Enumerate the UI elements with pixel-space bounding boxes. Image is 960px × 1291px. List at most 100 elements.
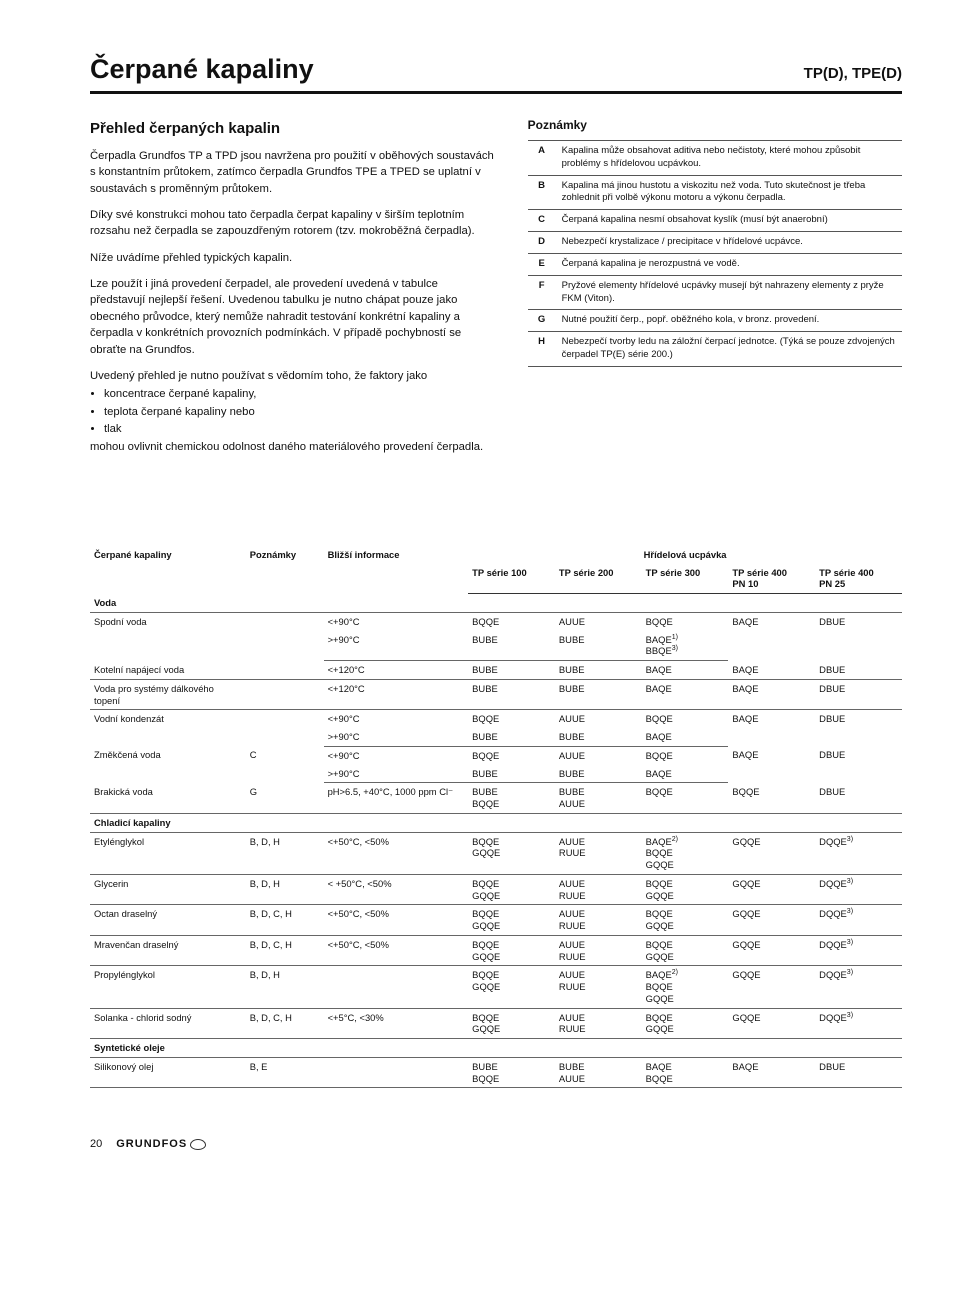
seal-cell: DBUE [815, 710, 902, 747]
seal-cell: BAQE1)BBQE3) [642, 631, 729, 661]
liquid-name: Změkčená voda [90, 746, 246, 783]
seal-cell: BQQE [642, 612, 729, 630]
seal-cell: BQQEGQQE [468, 832, 555, 874]
seal-cell: AUUERUUE [555, 935, 642, 966]
seal-cell: DBUE [815, 1057, 902, 1088]
note-key: E [528, 253, 556, 275]
liquid-info: <+90°C [324, 710, 469, 728]
category-row: Voda [90, 594, 902, 613]
seal-cell: BUBE [468, 661, 555, 680]
liquid-name: Octan draselný [90, 905, 246, 936]
note-text: Čerpaná kapalina je nerozpustná ve vodě. [556, 253, 902, 275]
overview-heading: Přehled čerpaných kapalin [90, 118, 496, 140]
overview-p3: Níže uvádíme přehled typických kapalin. [90, 250, 496, 266]
seal-cell: BUBEBQQE [468, 783, 555, 814]
page-footer: 20 GRUNDFOS [90, 1138, 902, 1150]
seal-cell: DQQE3) [815, 905, 902, 936]
notes-heading: Poznámky [528, 118, 902, 132]
category-row: Syntetické oleje [90, 1039, 902, 1058]
liquid-info: <+120°C [324, 661, 469, 680]
note-text: Čerpaná kapalina nesmí obsahovat kyslík … [556, 210, 902, 232]
th-kapaliny: Čerpané kapaliny [90, 546, 246, 594]
seal-cell: BAQE [728, 612, 815, 660]
seal-cell: GQQE [728, 832, 815, 874]
seal-cell: BQQE [468, 612, 555, 630]
liquid-notes: C [246, 746, 324, 783]
note-text: Nebezpečí krystalizace / precipitace v h… [556, 232, 902, 254]
liquid-notes [246, 661, 324, 680]
seal-cell: DQQE3) [815, 966, 902, 1008]
seal-cell: BUBE [555, 728, 642, 746]
seal-cell: AUUERUUE [555, 832, 642, 874]
liquid-info: <+50°C, <50% [324, 905, 469, 936]
seal-cell: AUUERUUE [555, 905, 642, 936]
th-s300: TP série 300 [642, 564, 729, 594]
seal-cell: DBUE [815, 783, 902, 814]
liquid-info: <+90°C [324, 612, 469, 630]
seal-cell: BQQE [642, 746, 729, 764]
seal-cell: BAQE2)BQQEGQQE [642, 832, 729, 874]
liquid-name: Mravenčan draselný [90, 935, 246, 966]
page-title: Čerpané kapaliny [90, 54, 314, 85]
page-number: 20 [90, 1138, 102, 1150]
seal-cell: BQQE [642, 783, 729, 814]
liquid-notes: B, D, C, H [246, 905, 324, 936]
seal-cell: BQQEGQQE [642, 905, 729, 936]
th-s400-pn25: TP série 400PN 25 [815, 564, 902, 594]
liquid-notes: B, D, H [246, 874, 324, 905]
seal-cell: BAQE [728, 679, 815, 710]
seal-cell: DQQE3) [815, 874, 902, 905]
seal-cell: BAQE [728, 661, 815, 680]
liquid-name: Spodní voda [90, 612, 246, 660]
seal-cell: BUBE [468, 679, 555, 710]
seal-cell: BQQEGQQE [642, 935, 729, 966]
logo-text: GRUNDFOS [116, 1138, 187, 1150]
seal-cell: BAQE [728, 746, 815, 783]
seal-cell: BQQEGQQE [468, 1008, 555, 1039]
liquid-notes [246, 612, 324, 660]
seal-cell: DQQE3) [815, 935, 902, 966]
seal-cell: BUBE [555, 679, 642, 710]
seal-cell: AUUE [555, 746, 642, 764]
notes-column: Poznámky AKapalina může obsahovat aditiv… [528, 118, 902, 466]
factors-list: koncentrace čerpané kapaliny, teplota če… [104, 386, 496, 437]
liquid-notes: B, D, H [246, 832, 324, 874]
seal-cell: BAQE [642, 765, 729, 783]
th-s100: TP série 100 [468, 564, 555, 594]
note-text: Kapalina má jinou hustotu a viskozitu ne… [556, 175, 902, 210]
seal-cell: DBUE [815, 612, 902, 660]
seal-cell: AUUERUUE [555, 1008, 642, 1039]
seal-cell: BUBE [468, 765, 555, 783]
note-text: Nebezpečí tvorby ledu na záložní čerpací… [556, 332, 902, 367]
grundfos-logo: GRUNDFOS [116, 1138, 206, 1150]
liquid-info [324, 966, 469, 1008]
liquid-info: <+50°C, <50% [324, 832, 469, 874]
liquid-name: Vodní kondenzát [90, 710, 246, 747]
note-text: Pryžové elementy hřídelové ucpávky musej… [556, 275, 902, 310]
seal-cell: BQQEGQQE [642, 874, 729, 905]
note-key: G [528, 310, 556, 332]
seal-cell: GQQE [728, 874, 815, 905]
overview-p5a: Uvedený přehled je nutno používat s vědo… [90, 368, 496, 384]
seal-cell: BQQE [468, 746, 555, 764]
th-poznamky: Poznámky [246, 546, 324, 594]
seal-cell: BUBE [468, 728, 555, 746]
seal-cell: BUBEAUUE [555, 783, 642, 814]
logo-icon [190, 1139, 206, 1150]
overview-p4: Lze použít i jiná provedení čerpadel, al… [90, 276, 496, 358]
seal-cell: DQQE3) [815, 1008, 902, 1039]
category-row: Chladicí kapaliny [90, 813, 902, 832]
seal-cell: BQQE [468, 710, 555, 728]
liquid-name: Etylénglykol [90, 832, 246, 874]
liquid-name: Solanka - chlorid sodný [90, 1008, 246, 1039]
seal-cell: AUUERUUE [555, 966, 642, 1008]
seal-cell: BAQE [642, 679, 729, 710]
seal-cell: BQQE [642, 710, 729, 728]
note-key: C [528, 210, 556, 232]
seal-cell: BQQEGQQE [642, 1008, 729, 1039]
notes-table: AKapalina může obsahovat aditiva nebo ne… [528, 140, 902, 367]
page-header: Čerpané kapaliny TP(D), TPE(D) [90, 54, 902, 94]
liquid-notes: B, E [246, 1057, 324, 1088]
liquid-notes: B, D, C, H [246, 935, 324, 966]
liquid-name: Propylénglykol [90, 966, 246, 1008]
